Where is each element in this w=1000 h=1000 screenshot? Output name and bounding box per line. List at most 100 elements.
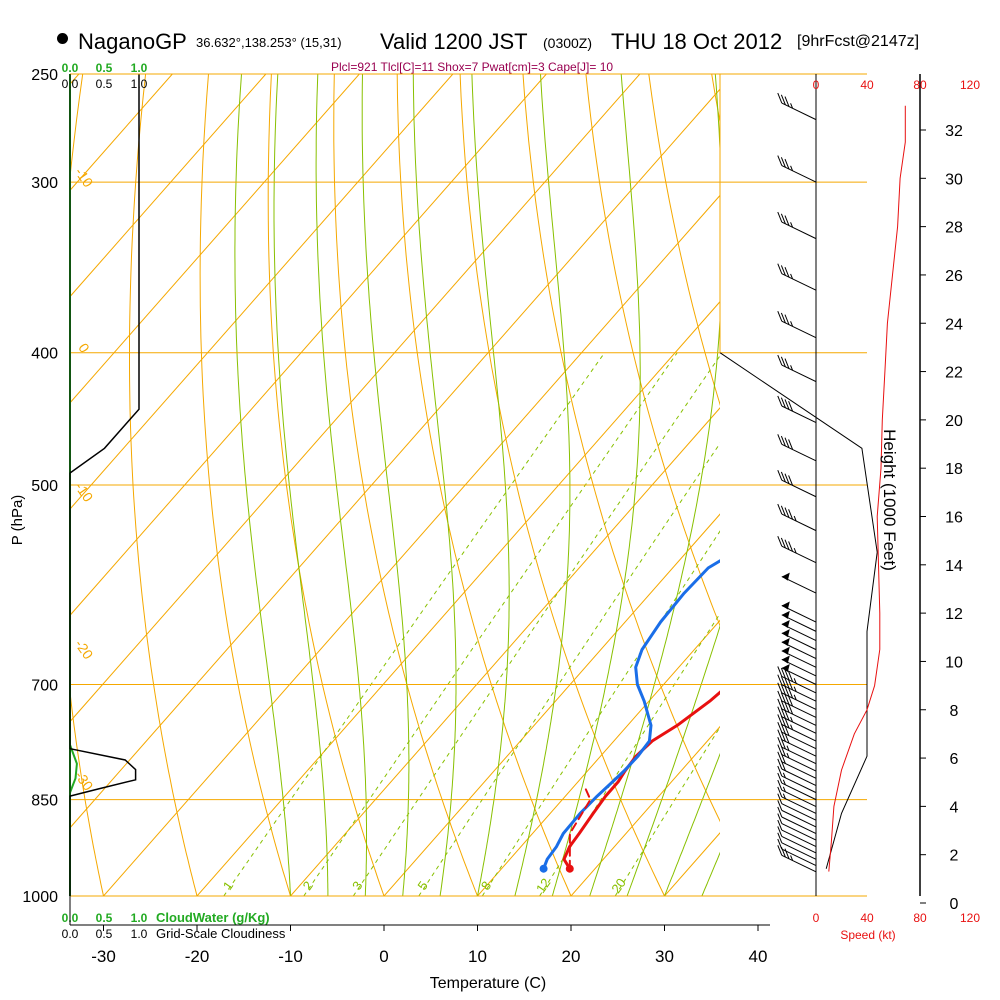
cloudiness-tick-bottom: 0.5 [96, 927, 113, 941]
wind-barb-full [780, 157, 786, 168]
y-axis-title: P (hPa) [9, 495, 26, 546]
wind-barb-half [790, 321, 794, 327]
wind-barb-full [788, 703, 794, 715]
wind-barb [777, 729, 817, 757]
wind-speed-outline [719, 352, 878, 869]
wind-barb-full [784, 732, 790, 744]
dry-adiabat-line [459, 74, 665, 896]
wind-barb-full [784, 725, 790, 736]
wind-barb-shaft [781, 443, 817, 462]
wind-barb-flag [781, 610, 790, 619]
wind-barb-full [777, 765, 783, 777]
wind-barb-full [780, 760, 786, 771]
cloudiness-label: Grid-Scale Cloudiness [156, 926, 286, 941]
wind-barb-full [788, 475, 794, 486]
wind-barb-full [784, 437, 790, 448]
wind-barb-full [784, 669, 790, 681]
wind-barb-full [780, 312, 786, 324]
temperature-tick-label: 10 [468, 947, 487, 966]
wind-barb-shaft [781, 746, 817, 765]
speed-tick-top: 0 [813, 78, 820, 92]
valid-time-utc: (0300Z) [543, 35, 593, 51]
wind-barb [781, 655, 817, 677]
wind-barb-flag [781, 572, 790, 581]
wind-barb-full [780, 505, 786, 517]
wind-barb [777, 698, 817, 726]
height-tick-label: 4 [950, 799, 959, 816]
wind-barb-full [780, 746, 786, 757]
dry-adiabat-line [900, 74, 1000, 896]
wind-barb [777, 395, 817, 423]
height-tick-label: 12 [945, 606, 963, 623]
wind-barb-full [780, 723, 786, 735]
cloudwater-tick-top: 0.0 [62, 61, 79, 75]
height-tick-label: 20 [945, 413, 963, 430]
height-tick-label: 0 [950, 896, 959, 913]
wind-barb-full [788, 401, 794, 412]
wind-barb-half [793, 547, 797, 554]
wind-barb-full [780, 94, 786, 106]
wind-barb-flag [781, 655, 790, 664]
wind-barb-shaft [781, 816, 817, 834]
wind-barb-full [784, 710, 790, 721]
wind-barb [777, 721, 817, 750]
wind-barb-full [780, 753, 786, 764]
wind-barb-flag [781, 663, 790, 672]
isotherm-label: 20 [962, 425, 990, 453]
wind-barb-full [784, 677, 790, 689]
wind-barb-shaft [781, 782, 817, 801]
wind-barb [781, 663, 817, 685]
speed-tick-bottom: 120 [960, 911, 980, 925]
mixing-ratio-label: 3 [349, 878, 365, 893]
wind-barb-full [784, 314, 790, 325]
station-name: NaganoGP [78, 29, 187, 54]
wind-barb-half [790, 855, 794, 861]
wind-barb-full [777, 666, 783, 677]
station-bullet-icon [57, 33, 68, 44]
cloudiness-tick-top: 0.5 [96, 77, 113, 91]
wind-barb-full [780, 435, 786, 447]
moist-adiabat-line [664, 752, 720, 896]
wind-barb-shaft [781, 754, 817, 772]
surface-dewpoint-dot [539, 864, 548, 873]
wind-barb [777, 786, 817, 814]
wind-barb-full [777, 674, 783, 685]
surface-temperature-dot [565, 864, 574, 873]
pressure-tick-label: 400 [31, 346, 58, 363]
moist-adiabat-line [273, 74, 329, 896]
dry-adiabat-line [129, 74, 198, 896]
isotherm-line [383, 513, 720, 896]
wind-barb [777, 793, 817, 821]
wind-barb-full [780, 213, 786, 225]
wind-barb-full [777, 729, 783, 740]
wind-barb-full [784, 702, 790, 713]
dry-adiabat-line [199, 74, 291, 896]
wind-barb [777, 434, 817, 462]
dry-adiabat-line [70, 74, 104, 896]
cloudiness-profile [69, 74, 140, 896]
wind-barb-shaft [781, 273, 817, 291]
mixing-ratio-line [352, 354, 720, 896]
mixing-ratio-label: 20 [608, 875, 629, 895]
valid-date: THU 18 Oct 2012 [611, 29, 783, 54]
wind-barb-half [790, 724, 794, 730]
wind-barb-half [786, 745, 790, 751]
speed-tick-top: 80 [913, 78, 927, 92]
wind-barb-full [777, 819, 783, 831]
wind-barb-shaft [781, 739, 817, 757]
mixing-ratio-label: 2 [300, 878, 316, 893]
temperature-tick-label: 30 [655, 947, 674, 966]
wind-barb [777, 706, 817, 734]
wind-barb-full [788, 671, 794, 682]
wind-barb [781, 620, 817, 642]
wind-barb-flag [781, 638, 790, 647]
wind-barb-full [777, 793, 783, 804]
isotherm-label-left: -20 [72, 636, 97, 662]
speed-tick-bottom: 40 [860, 911, 874, 925]
temperature-tick-label: 0 [379, 947, 388, 966]
wind-barb-full [780, 676, 786, 687]
wind-barb [781, 601, 817, 623]
wind-barb-shaft [781, 803, 817, 821]
wind-barb-full [780, 537, 786, 549]
wind-barb-half [786, 752, 790, 759]
